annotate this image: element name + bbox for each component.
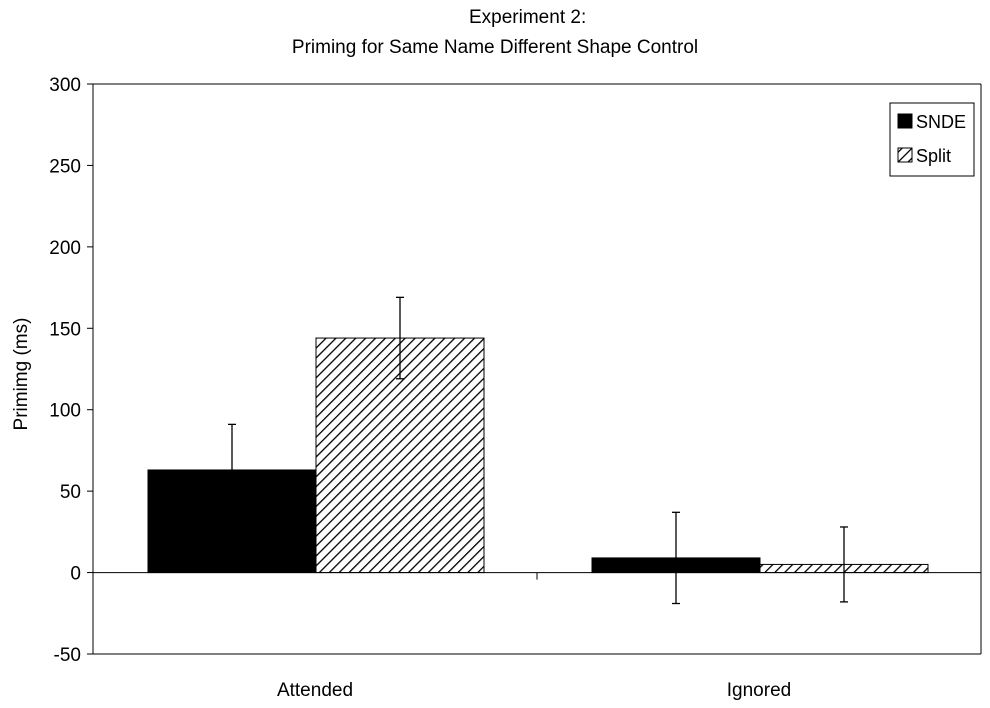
y-tick-label: 300 (49, 75, 81, 96)
plot-area (92, 83, 982, 655)
y-tick-label: 250 (49, 156, 81, 177)
chart-subtitle: Priming for Same Name Different Shape Co… (291, 37, 699, 58)
y-tick-label: 100 (49, 401, 81, 422)
legend: SNDE Split (889, 102, 975, 177)
legend-label-split: Split (916, 146, 951, 166)
y-tick-label: 50 (60, 482, 81, 503)
y-tick-label: 200 (49, 238, 81, 259)
x-axis-labels: Attended Ignored (277, 680, 791, 701)
y-axis-ticks: 300 250 200 150 100 50 0 -50 (49, 75, 93, 666)
legend-swatch-split (897, 147, 913, 163)
legend-label-snde: SNDE (916, 112, 966, 132)
y-axis-label: Primimg (ms) (11, 318, 32, 431)
bars-group (147, 296, 929, 605)
x-tick-label-ignored: Ignored (727, 680, 791, 701)
legend-swatch-snde (897, 113, 913, 129)
y-tick-label: 150 (49, 319, 81, 340)
chart-title: Experiment 2: (469, 7, 587, 28)
x-tick-label-attended: Attended (277, 680, 353, 701)
y-tick-label: -50 (54, 645, 81, 666)
y-tick-label: 0 (70, 564, 81, 585)
